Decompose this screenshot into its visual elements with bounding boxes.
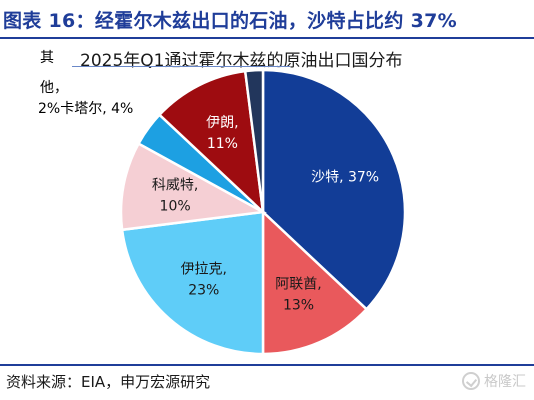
- pie-slice-1: [261, 209, 369, 356]
- slice-label-2-line-0: 伊拉克,: [181, 262, 227, 278]
- slice-label-3-line-1: 10%: [160, 199, 191, 215]
- outside-label-other-1: 其: [40, 50, 54, 66]
- pie-slice-5: [157, 69, 265, 216]
- pie-labels: 沙特, 37% 阿联酋, 13% 伊拉克, 23% 科威特, 10% 伊朗, 11%: [152, 115, 379, 314]
- slice-label-1-line-0: 阿联酋,: [275, 276, 321, 293]
- slice-label-3-line-0: 科威特,: [152, 178, 198, 194]
- watermark-logo-icon: [462, 372, 480, 390]
- chart-title-underline: [72, 66, 290, 67]
- watermark: 格隆汇: [462, 371, 526, 391]
- pie-slices: [119, 68, 407, 356]
- title-divider: [0, 37, 534, 39]
- pie-slice-6: [243, 68, 265, 213]
- pie-chart: 沙特, 37% 阿联酋, 13% 伊拉克, 23% 科威特, 10% 伊朗, 11% 其 他， …: [38, 50, 407, 356]
- outside-label-qatar: 2%卡塔尔, 4%: [38, 101, 133, 117]
- outside-label-other-2: 他，: [40, 80, 68, 96]
- slice-label-1-line-1: 13%: [283, 298, 314, 314]
- pie-slice-0: [261, 68, 407, 311]
- slice-label-0-line-0: 沙特, 37%: [311, 170, 379, 186]
- outside-labels: 其 他， 2%卡塔尔, 4%: [38, 50, 133, 117]
- source-note: 资料来源：EIA，申万宏源研究: [6, 373, 211, 391]
- footer-divider: [0, 364, 534, 366]
- watermark-text: 格隆汇: [484, 374, 526, 390]
- figure-title: 图表 16：经霍尔木兹出口的石油，沙特占比约 37%: [3, 10, 457, 32]
- pie-slice-2: [120, 210, 265, 356]
- slice-label-2-line-1: 23%: [188, 283, 219, 299]
- slice-label-5-line-1: 11%: [207, 136, 238, 152]
- slice-label-5-line-0: 伊朗,: [206, 115, 238, 131]
- pie-slice-3: [119, 141, 267, 232]
